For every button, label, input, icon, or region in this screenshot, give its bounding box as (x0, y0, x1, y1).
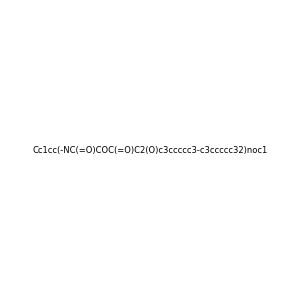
Text: Cc1cc(-NC(=O)COC(=O)C2(O)c3ccccc3-c3ccccc32)noc1: Cc1cc(-NC(=O)COC(=O)C2(O)c3ccccc3-c3cccc… (32, 146, 268, 154)
